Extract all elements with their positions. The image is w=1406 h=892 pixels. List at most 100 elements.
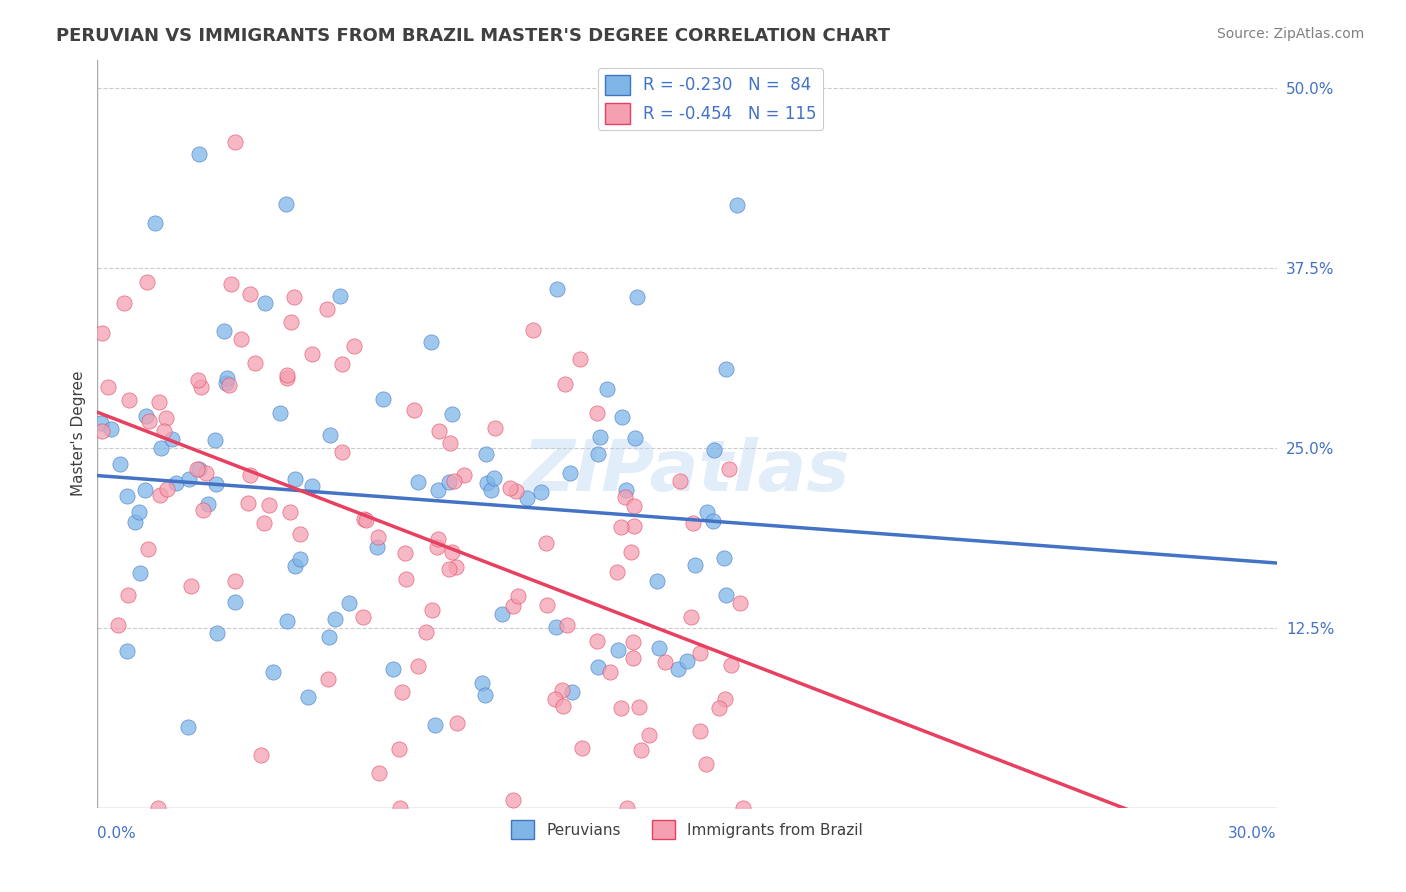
Point — [561, 684, 583, 698]
Point — [219, 277, 242, 291]
Point — [624, 431, 647, 445]
Point — [482, 471, 505, 485]
Point — [148, 395, 170, 409]
Point — [193, 503, 215, 517]
Point — [330, 358, 353, 372]
Point — [284, 559, 307, 574]
Y-axis label: Master's Degree: Master's Degree — [72, 371, 86, 497]
Point — [371, 392, 394, 407]
Point — [153, 424, 176, 438]
Point — [718, 462, 741, 476]
Legend: Peruvians, Immigrants from Brazil: Peruvians, Immigrants from Brazil — [505, 814, 869, 845]
Point — [444, 560, 467, 574]
Point — [269, 406, 291, 420]
Point — [630, 743, 652, 757]
Point — [177, 720, 200, 734]
Point — [544, 620, 567, 634]
Point — [471, 676, 494, 690]
Point — [215, 370, 238, 384]
Point — [654, 656, 676, 670]
Point — [352, 610, 374, 624]
Point — [551, 683, 574, 698]
Point — [499, 481, 522, 495]
Point — [239, 286, 262, 301]
Point — [555, 617, 578, 632]
Point — [134, 483, 156, 497]
Point — [703, 442, 725, 457]
Point — [614, 483, 637, 497]
Point — [301, 479, 323, 493]
Point — [319, 428, 342, 442]
Point — [479, 483, 502, 497]
Point — [366, 540, 388, 554]
Point — [280, 315, 302, 329]
Point — [585, 405, 607, 419]
Point — [648, 641, 671, 656]
Point — [586, 660, 609, 674]
Point — [135, 409, 157, 423]
Point — [626, 290, 648, 304]
Point — [214, 324, 236, 338]
Point — [356, 513, 378, 527]
Point — [276, 614, 298, 628]
Point — [606, 565, 628, 579]
Point — [683, 558, 706, 573]
Point — [118, 393, 141, 408]
Point — [606, 643, 628, 657]
Point — [367, 530, 389, 544]
Point — [284, 472, 307, 486]
Point — [477, 476, 499, 491]
Point — [696, 505, 718, 519]
Point — [250, 747, 273, 762]
Point — [534, 535, 557, 549]
Text: PERUVIAN VS IMMIGRANTS FROM BRAZIL MASTER'S DEGREE CORRELATION CHART: PERUVIAN VS IMMIGRANTS FROM BRAZIL MASTE… — [56, 27, 890, 45]
Point — [406, 659, 429, 673]
Point — [420, 602, 443, 616]
Point — [669, 475, 692, 489]
Point — [427, 424, 450, 438]
Point — [440, 407, 463, 421]
Point — [725, 198, 748, 212]
Point — [620, 544, 643, 558]
Point — [714, 691, 737, 706]
Point — [90, 424, 112, 438]
Point — [339, 596, 361, 610]
Point — [149, 441, 172, 455]
Point — [262, 665, 284, 680]
Point — [502, 793, 524, 807]
Point — [391, 685, 413, 699]
Point — [257, 498, 280, 512]
Point — [613, 490, 636, 504]
Point — [100, 422, 122, 436]
Point — [143, 216, 166, 230]
Point — [713, 550, 735, 565]
Point — [689, 724, 711, 739]
Point — [423, 717, 446, 731]
Point — [205, 477, 228, 491]
Point — [382, 662, 405, 676]
Point — [239, 468, 262, 483]
Point — [149, 488, 172, 502]
Point — [288, 526, 311, 541]
Point — [544, 692, 567, 706]
Point — [522, 323, 544, 337]
Point — [288, 551, 311, 566]
Point — [595, 382, 617, 396]
Point — [318, 630, 340, 644]
Point — [536, 598, 558, 612]
Point — [728, 596, 751, 610]
Point — [676, 654, 699, 668]
Point — [569, 351, 592, 366]
Point — [506, 589, 529, 603]
Point — [610, 701, 633, 715]
Point — [114, 295, 136, 310]
Point — [505, 484, 527, 499]
Point — [437, 561, 460, 575]
Point — [280, 505, 302, 519]
Point — [197, 497, 219, 511]
Point — [97, 380, 120, 394]
Point — [388, 741, 411, 756]
Point — [530, 485, 553, 500]
Point — [117, 644, 139, 658]
Point — [138, 414, 160, 428]
